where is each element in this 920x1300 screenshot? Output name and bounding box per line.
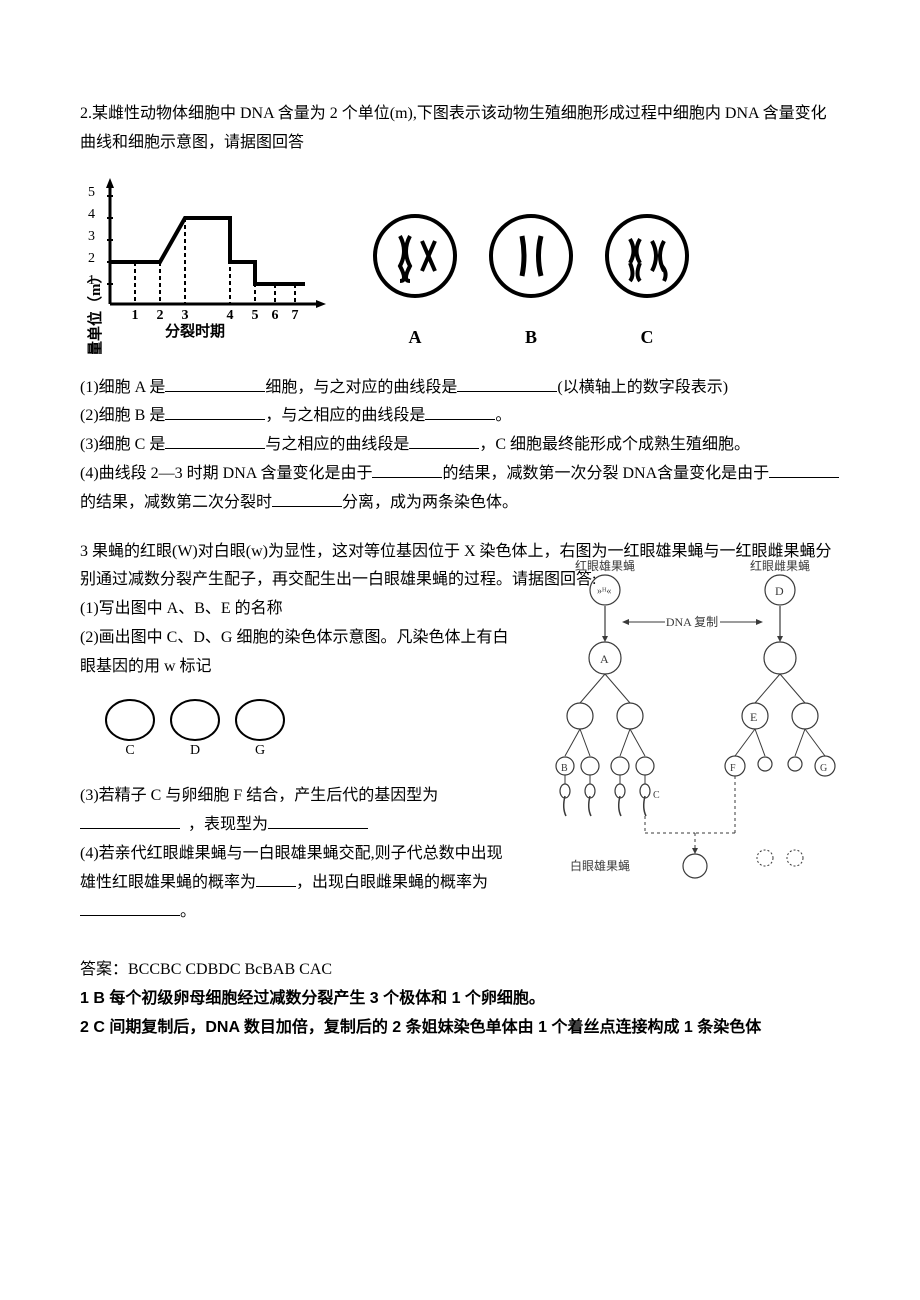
q2-part1: (1)细胞 A 是 细胞，与之对应的曲线段是 (以横轴上的数字段表示) bbox=[80, 374, 840, 403]
svg-text:»ᴴ«: »ᴴ« bbox=[597, 586, 611, 597]
q3-left-col: (1)写出图中 A、B、E 的名称 (2)画出图中 C、D、G 细胞的染色体示意… bbox=[80, 595, 510, 926]
svg-text:2: 2 bbox=[88, 251, 95, 266]
svg-text:G: G bbox=[255, 743, 265, 758]
q3-part4: (4)若亲代红眼雌果蝇与一白眼雄果蝇交配,则子代总数中出现雄性红眼雄果蝇的概率为… bbox=[80, 840, 510, 926]
svg-text:5: 5 bbox=[88, 185, 95, 200]
q2-part3: (3)细胞 C 是 与之相应的曲线段是 ，C 细胞最终能形成个成熟生殖细胞。 bbox=[80, 431, 840, 460]
blank bbox=[425, 404, 495, 420]
q2-p4-a: (4)曲线段 2—3 时期 DNA 含量变化是由于 bbox=[80, 465, 372, 482]
svg-text:F: F bbox=[730, 763, 736, 774]
blank bbox=[80, 813, 180, 829]
answers-line1: 答案：BCCBC CDBDC BcBAB CAC bbox=[80, 956, 840, 985]
svg-text:B: B bbox=[561, 763, 568, 774]
q3-tree-figure: 红眼雄果蝇 红眼雌果蝇 »ᴴ« D DNA 复制 A bbox=[550, 558, 850, 909]
svg-text:分裂时期: 分裂时期 bbox=[165, 322, 225, 340]
cell-c: C bbox=[602, 206, 692, 353]
svg-text:A: A bbox=[600, 652, 609, 666]
tree-bottom-label: 白眼雄果蝇 bbox=[570, 858, 630, 873]
q2-p2-c: 。 bbox=[495, 407, 511, 424]
cell-c-label: C bbox=[602, 321, 692, 353]
svg-text:3: 3 bbox=[88, 229, 95, 244]
q2-p1-a: (1)细胞 A 是 bbox=[80, 379, 165, 396]
blank bbox=[80, 900, 180, 916]
blank bbox=[372, 462, 442, 478]
svg-text:DNA含量单位（m）: DNA含量单位（m） bbox=[86, 268, 104, 354]
cell-b: B bbox=[486, 206, 576, 353]
blank bbox=[165, 433, 265, 449]
blank bbox=[272, 491, 342, 507]
tree-left-parent-label: 红眼雄果蝇 bbox=[575, 558, 635, 573]
blank bbox=[457, 376, 557, 392]
q2-part4: (4)曲线段 2—3 时期 DNA 含量变化是由于 的结果，减数第一次分裂 DNA… bbox=[80, 460, 840, 518]
svg-text:G: G bbox=[820, 763, 827, 774]
q3-tree-svg: 红眼雄果蝇 红眼雌果蝇 »ᴴ« D DNA 复制 A bbox=[550, 558, 850, 898]
cell-a-label: A bbox=[370, 321, 460, 353]
svg-text:2: 2 bbox=[157, 308, 164, 323]
svg-text:C: C bbox=[125, 743, 134, 758]
blank bbox=[165, 404, 265, 420]
q2-p4-d: 分离，成为两条染色体。 bbox=[342, 494, 518, 511]
q3-p3-b: ，表现型为 bbox=[188, 816, 268, 833]
svg-text:3: 3 bbox=[182, 308, 189, 323]
q2-p1-b: 细胞，与之对应的曲线段是 bbox=[265, 379, 457, 396]
svg-text:7: 7 bbox=[292, 308, 299, 323]
q3-oval-row: C D G bbox=[100, 692, 510, 773]
q3-ovals-svg: C D G bbox=[100, 692, 300, 762]
q2-p2-a: (2)细胞 B 是 bbox=[80, 407, 165, 424]
q3-part3: (3)若精子 C 与卵细胞 F 结合，产生后代的基因型为 ，表现型为 bbox=[80, 782, 510, 840]
q3-p3-a: (3)若精子 C 与卵细胞 F 结合，产生后代的基因型为 bbox=[80, 787, 438, 804]
q2-p3-c: ，C 细胞最终能形成个成熟生殖细胞。 bbox=[479, 436, 750, 453]
svg-text:C: C bbox=[653, 790, 660, 801]
cell-b-svg bbox=[486, 206, 576, 306]
q2-p3-a: (3)细胞 C 是 bbox=[80, 436, 165, 453]
blank bbox=[268, 813, 368, 829]
cell-b-label: B bbox=[486, 321, 576, 353]
tree-right-parent-label: 红眼雌果蝇 bbox=[750, 558, 810, 573]
svg-text:E: E bbox=[750, 710, 757, 724]
blank bbox=[256, 871, 296, 887]
answers-block: 答案：BCCBC CDBDC BcBAB CAC 1 B 每个初级卵母细胞经过减… bbox=[80, 956, 840, 1042]
svg-text:5: 5 bbox=[252, 308, 259, 323]
cell-a-svg bbox=[370, 206, 460, 306]
svg-text:6: 6 bbox=[272, 308, 279, 323]
answers-line3: 2 C 间期复制后，DNA 数目加倍，复制后的 2 条姐妹染色单体由 1 个着丝… bbox=[80, 1014, 840, 1043]
q2-p3-b: 与之相应的曲线段是 bbox=[265, 436, 409, 453]
q2-p2-b: ，与之相应的曲线段是 bbox=[265, 407, 425, 424]
blank bbox=[165, 376, 265, 392]
q2-intro: 2.某雌性动物体细胞中 DNA 含量为 2 个单位(m),下图表示该动物生殖细胞… bbox=[80, 100, 840, 158]
cell-a: A bbox=[370, 206, 460, 353]
cell-c-svg bbox=[602, 206, 692, 306]
q2-part2: (2)细胞 B 是 ，与之相应的曲线段是 。 bbox=[80, 402, 840, 431]
q2-p4-c: 的结果，减数第二次分裂时 bbox=[80, 494, 272, 511]
q2-cell-row: A B C bbox=[370, 206, 692, 353]
answers-line2: 1 B 每个初级卵母细胞经过减数分裂产生 3 个极体和 1 个卵细胞。 bbox=[80, 985, 840, 1014]
q2-p1-c: (以横轴上的数字段表示) bbox=[557, 379, 728, 396]
blank bbox=[769, 462, 839, 478]
svg-text:1: 1 bbox=[132, 308, 139, 323]
svg-text:4: 4 bbox=[88, 207, 95, 222]
svg-text:D: D bbox=[775, 584, 784, 598]
q3-p4-c: 。 bbox=[180, 903, 196, 920]
q2-figure-row: 5 4 3 2 1 DNA含量单位（m） bbox=[80, 174, 840, 354]
question-2: 2.某雌性动物体细胞中 DNA 含量为 2 个单位(m),下图表示该动物生殖细胞… bbox=[80, 100, 840, 518]
q3-p1: (1)写出图中 A、B、E 的名称 bbox=[80, 595, 510, 624]
svg-text:4: 4 bbox=[227, 308, 234, 323]
question-3: 红眼雄果蝇 红眼雌果蝇 »ᴴ« D DNA 复制 A bbox=[80, 538, 840, 937]
blank bbox=[409, 433, 479, 449]
q3-p2: (2)画出图中 C、D、G 细胞的染色体示意图。凡染色体上有白眼基因的用 w 标… bbox=[80, 624, 510, 682]
q3-p4-b: ，出现白眼雌果蝇的概率为 bbox=[296, 874, 488, 891]
q2-dna-chart: 5 4 3 2 1 DNA含量单位（m） bbox=[80, 174, 340, 354]
svg-text:D: D bbox=[190, 743, 200, 758]
q2-p4-b: 的结果，减数第一次分裂 DNA含量变化是由于 bbox=[442, 465, 769, 482]
tree-dna-label: DNA 复制 bbox=[666, 615, 718, 629]
